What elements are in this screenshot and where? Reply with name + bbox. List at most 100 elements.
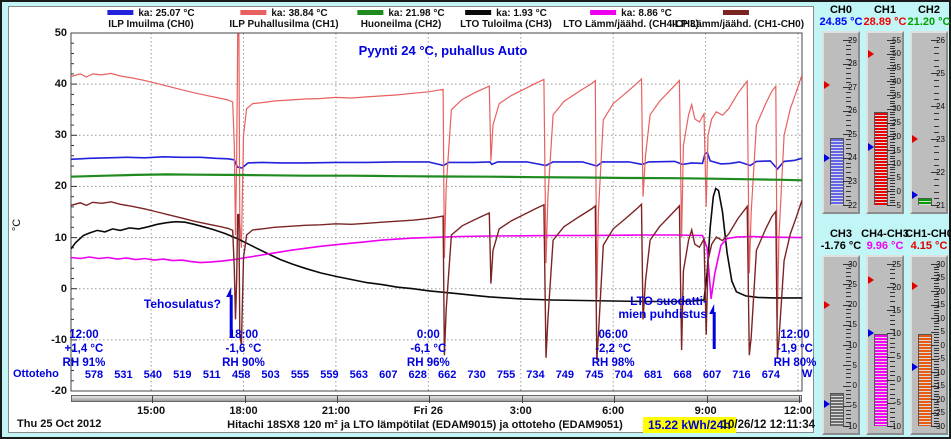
gauge-tick (890, 86, 895, 88)
gauge-tick (890, 183, 895, 184)
gauge-tick-label: 15 (892, 145, 901, 155)
gauge-tick (934, 409, 939, 411)
gauge-tick (890, 89, 895, 91)
gauge-tick (934, 178, 939, 180)
gauge-bar-CH3 (830, 392, 844, 426)
gauge-tick (846, 44, 851, 46)
gauge-tick (890, 416, 895, 418)
gauge-tick-label: 30 (936, 259, 945, 269)
gauge-tick (931, 304, 939, 306)
gauge-tick (934, 119, 939, 121)
gauge-tick (890, 375, 895, 377)
gauge-tick (934, 404, 939, 406)
gauge-tick (846, 357, 851, 359)
gauge-tick (934, 361, 939, 363)
gauge-tick (934, 79, 939, 81)
gauge-tick (934, 191, 939, 193)
gauge-tick (846, 96, 851, 98)
energy-badge: 15.22 kWh/24h (643, 417, 736, 433)
gauge-tick (890, 114, 895, 116)
gauge-tick (890, 141, 895, 143)
gauge-tick (890, 421, 895, 423)
gauge-tick (934, 369, 939, 371)
gauge-tick-label: 28 (848, 59, 857, 69)
gauge-tick (931, 412, 939, 414)
gauge-tick (846, 91, 851, 93)
gauge-tick (843, 205, 851, 206)
gauge-tick-label: -15 (933, 381, 945, 390)
gauge-tick (934, 390, 939, 392)
gauge-tick (887, 40, 895, 41)
gauge-tick (846, 381, 851, 383)
gauge-tick-label: 10 (892, 159, 901, 169)
series-CH2 (71, 173, 802, 182)
gauge-tick (843, 284, 851, 286)
gauge-tick (890, 70, 895, 72)
gauge-header-CH0: CH0 (829, 4, 852, 16)
gauge-tick (846, 268, 851, 270)
gauge-tick (934, 125, 939, 127)
gauge-tick (890, 328, 895, 330)
gauge-tick (846, 115, 851, 117)
gauge-tick (934, 401, 939, 403)
tehosulatus-annotation: Tehosulatus? (143, 297, 221, 311)
series-CH1 (71, 33, 802, 320)
gauge-tick (934, 393, 939, 395)
gauge-tick-label: 22 (848, 200, 857, 210)
gauge-min-marker-icon (868, 143, 874, 152)
gauge-tick-label: -5 (937, 354, 945, 363)
gauge-tick (890, 196, 895, 198)
gauge-tick (890, 48, 895, 50)
gauge-tick (890, 296, 895, 298)
gauge-tick (934, 280, 939, 282)
gauge-tick (846, 153, 851, 155)
gauge-tick (934, 423, 939, 425)
gauge-tick-label: 25 (936, 68, 945, 78)
gauge-tick (846, 328, 851, 330)
gauge-tick (890, 100, 895, 102)
gauge-tick (887, 67, 895, 69)
scrollbar-notch (244, 396, 246, 403)
gauge-tick-label: 25 (892, 259, 901, 269)
gauge-tick (934, 342, 939, 344)
gauge-tick (890, 370, 895, 372)
gauge-tick (887, 81, 895, 83)
gauge-tick (890, 144, 895, 146)
gauge-tick (890, 84, 895, 85)
gauge-tick-label: 5 (896, 352, 901, 362)
gauge-tick (931, 106, 939, 107)
gauge-tick (846, 349, 851, 350)
gauge-tick (890, 273, 895, 275)
gauge-tick (846, 389, 851, 391)
gauge-tick (890, 174, 895, 176)
scrollbar-notch (614, 396, 616, 403)
gauge-tick (934, 312, 939, 314)
gauge-tick (934, 420, 939, 422)
gauge-tick-label: 5 (852, 360, 857, 370)
gauge-tick (890, 202, 895, 204)
gauge-header-CH2: CH2 (917, 4, 940, 16)
gauge-header-CH3: CH3 (829, 228, 852, 240)
time-axis-scrollbar[interactable] (71, 395, 802, 403)
gauge-tick-label: 29 (848, 35, 857, 45)
gauge-CH2: 21 22 23 24 25 26 (910, 31, 948, 214)
gauge-tick (843, 324, 851, 326)
gauge-tick (890, 199, 895, 201)
gauge-CH0: 22 23 24 25 26 27 28 29 (822, 31, 860, 214)
gauge-tick (890, 412, 895, 414)
gauge-tick (890, 393, 895, 395)
gauge-tick (931, 172, 939, 173)
gauge-tick (890, 106, 895, 107)
gauge-tick (890, 125, 895, 127)
gauge-tick (934, 380, 939, 382)
gauge-tick (890, 42, 895, 44)
gauge-bar-CH2 (918, 198, 932, 205)
gauge-tick (890, 365, 895, 367)
gauge-tick (843, 304, 851, 306)
lto-cleaning-annotation: LTO suodatti- mien puhdistus (618, 294, 707, 321)
gauge-tick (934, 198, 939, 200)
gauge-tick (890, 152, 895, 154)
gauge-tick (843, 264, 851, 265)
gauge-tick (934, 282, 939, 284)
gauge-value-CH3: -1.76 °C (820, 240, 862, 252)
